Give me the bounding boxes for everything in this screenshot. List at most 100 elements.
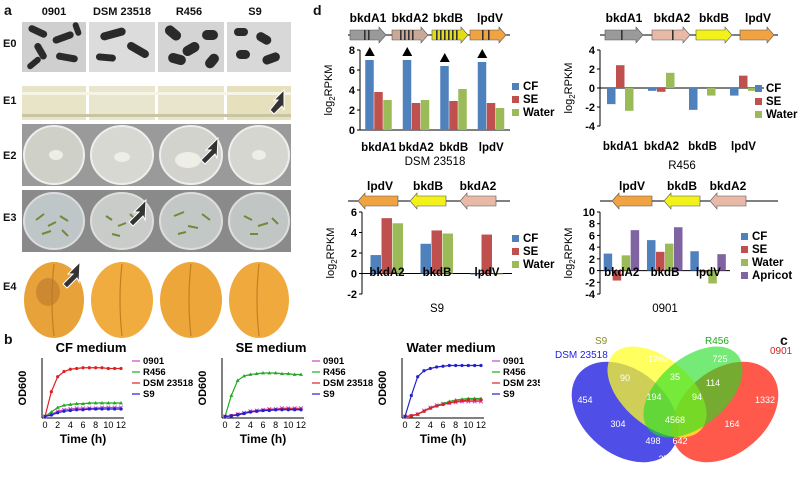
bar-bkdA2-water: [420, 100, 430, 130]
venn-count: 642: [672, 436, 687, 446]
legend-label: 0901: [503, 356, 525, 367]
bar-bkdA1-cf: [365, 60, 374, 130]
data-point: [119, 401, 123, 405]
gene-cluster-dsm: bkdA1 bkdA2 bkdB lpdV: [348, 11, 510, 44]
category-label: bkdB: [688, 141, 717, 153]
bar-lpdV-water: [495, 108, 505, 130]
category-label: bkdA1: [361, 142, 397, 154]
gene-arrow-icon: [409, 192, 447, 210]
venn-set-label: 0901: [770, 346, 793, 357]
category-label: lpdV: [696, 267, 721, 279]
data-point: [68, 367, 72, 371]
data-point: [49, 410, 54, 414]
y-tick-label: 0: [589, 266, 595, 278]
data-point: [254, 371, 259, 376]
gene-mark: [400, 30, 402, 40]
bar-bkdB-cf: [689, 88, 698, 110]
bar-bkdA2-cf: [648, 88, 657, 91]
bar-lpdV-se: [739, 75, 748, 88]
data-point: [454, 399, 458, 404]
data-point: [62, 409, 66, 413]
legend-swatch: [741, 246, 748, 253]
data-point: [466, 398, 470, 402]
data-point: [416, 412, 420, 416]
bar-bkdA2-water: [666, 72, 675, 88]
bar-bkdB-water: [458, 89, 467, 130]
legend-swatch: [755, 111, 762, 118]
category-label: lpdV: [731, 141, 756, 153]
venn-set-label: S9: [595, 336, 608, 347]
growth-chart-title: SE medium: [236, 340, 307, 355]
data-point: [242, 374, 246, 378]
bar-bkdB-cf: [647, 240, 656, 271]
data-point: [100, 366, 104, 370]
bar-bkdA2-se: [612, 270, 622, 281]
data-point: [441, 402, 445, 407]
gene-mark: [456, 30, 458, 40]
x-tick-label: 2: [55, 420, 60, 430]
panel-c-venn: DSM 23518 S9 R456 0901 1260 725 35 90 114 454 1332…: [555, 336, 793, 464]
data-point: [113, 366, 117, 371]
legend-label: CF: [523, 233, 538, 245]
data-point: [248, 410, 252, 414]
e3-arrow-icon: [128, 198, 147, 227]
y-tick-label: 4: [589, 242, 596, 254]
y-tick-label: 10: [583, 207, 595, 219]
data-point: [460, 399, 464, 403]
y-tick-label: -2: [585, 102, 595, 114]
data-point: [62, 403, 66, 407]
bar-bkdB-se: [449, 101, 458, 130]
legend-label: Water: [752, 257, 784, 269]
e1-arrow-icon: [269, 88, 285, 115]
category-label: bkdA2: [399, 142, 434, 154]
data-point: [112, 401, 117, 405]
data-point: [248, 372, 253, 376]
strain-header-r456: R456: [175, 6, 203, 18]
venn-count: 454: [577, 395, 592, 405]
bar-lpdV-se: [699, 270, 708, 273]
legend-swatch: [755, 98, 762, 105]
e1-culture-tubes: [22, 86, 291, 120]
legend-swatch: [512, 248, 519, 255]
data-point: [75, 408, 79, 412]
legend-swatch: [512, 83, 519, 90]
legend-label: R456: [503, 367, 526, 378]
data-point: [100, 401, 104, 405]
venn-count: 304: [610, 419, 625, 429]
venn-count: 164: [724, 419, 739, 429]
venn-set-label: DSM 23518: [555, 350, 608, 361]
data-point: [74, 401, 79, 406]
expression-chart-r456: -4 -2 0 2 4 log2RPKM bkdA1 bkdA2 bkdB lpdV R456 CFS…: [563, 45, 798, 172]
gene-mark: [404, 30, 406, 40]
data-point: [274, 408, 278, 412]
data-point: [428, 366, 432, 371]
category-label: bkdB: [651, 267, 680, 279]
data-point: [106, 401, 111, 405]
y-tick-label: 6: [589, 230, 595, 242]
bar-bkdA1-se: [374, 92, 383, 130]
legend-label: S9: [323, 389, 335, 400]
bar-bkdA1-cf: [607, 88, 616, 105]
e3-seedling-plates: [22, 190, 291, 252]
data-point: [81, 366, 85, 370]
x-tick-label: 10: [463, 420, 473, 430]
row-label-e4: E4: [3, 281, 17, 293]
category-label: bkdA1: [603, 141, 639, 153]
bar-bkdB-se: [431, 230, 442, 274]
bar-lpdV-cf: [690, 251, 699, 271]
x-tick-label: 12: [296, 420, 306, 430]
gene-mark: [364, 30, 366, 40]
venn-count: 4568: [665, 415, 685, 425]
bar-lpdV-se: [486, 103, 496, 130]
legend-label: Apricot: [752, 270, 792, 282]
data-point: [229, 414, 233, 418]
data-point: [229, 393, 234, 397]
legend-label: CF: [523, 81, 538, 93]
strain-title: S9: [430, 303, 444, 315]
legend-label: CF: [766, 83, 781, 95]
gene-cluster-0901: lpdV bkdB bkdA2: [600, 179, 778, 210]
y-axis-label: log2RPKM: [325, 228, 339, 279]
gene-arrow-icon: [739, 26, 775, 44]
data-point: [435, 404, 439, 408]
venn-count: 35: [670, 372, 680, 382]
